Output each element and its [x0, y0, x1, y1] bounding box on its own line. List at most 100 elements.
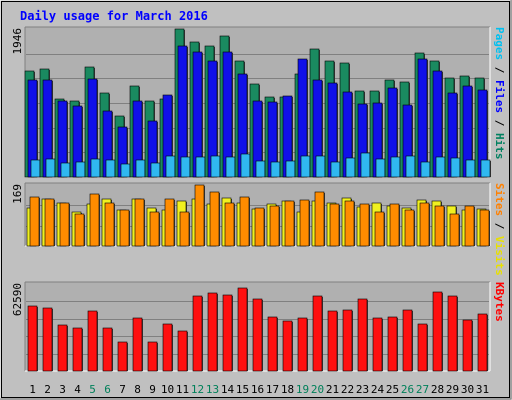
- x-tick-label-day-23: 23: [356, 383, 369, 396]
- panel-kbytes: 62590 KBytes: [11, 281, 506, 372]
- bar-kbytes-day-14: [222, 294, 233, 372]
- bar-sites-day-14: [224, 202, 235, 247]
- chart-title: Daily usage for March 2016: [20, 9, 208, 23]
- bar-kbytes-day-29: [447, 295, 458, 372]
- x-tick-label-day-10: 10: [161, 383, 174, 396]
- x-tick-label-day-14: 14: [221, 383, 235, 396]
- legend-label-part: KBytes: [493, 282, 506, 322]
- bar-kbytes-day-31: [477, 313, 488, 372]
- x-tick-label-day-30: 30: [461, 383, 474, 396]
- x-tick-label-day-20: 20: [311, 383, 324, 396]
- bar-kbytes-day-30: [462, 319, 473, 372]
- bar-sites-day-18: [284, 200, 295, 247]
- bar-sites-day-29: [449, 213, 460, 247]
- bar-pages-day-20: [315, 155, 326, 178]
- legend-label-part: /: [493, 60, 506, 80]
- bar-sites-day-2: [44, 198, 55, 247]
- bar-sites-day-8: [134, 198, 145, 247]
- panel-hits-files-pages: 1946 Pages / Files / Hits: [11, 26, 506, 178]
- x-tick-label-day-4: 4: [74, 383, 81, 396]
- bar-pages-day-11: [180, 156, 191, 178]
- bar-pages-day-22: [345, 157, 356, 178]
- bar-sites-day-13: [209, 191, 220, 247]
- bar-pages-day-28: [435, 156, 446, 178]
- bar-sites-day-7: [119, 209, 130, 247]
- bar-sites-day-20: [314, 191, 325, 247]
- bar-sites-day-10: [164, 198, 175, 247]
- bar-kbytes-day-26: [402, 309, 413, 372]
- bar-sites-day-12: [194, 184, 205, 247]
- bar-kbytes-day-3: [57, 324, 68, 372]
- bar-pages-day-23: [360, 152, 371, 178]
- bar-pages-day-27: [420, 161, 431, 178]
- bar-pages-day-9: [150, 162, 161, 178]
- bar-sites-day-16: [254, 207, 265, 247]
- series-legend-label: Pages / Files / Hits: [493, 27, 506, 160]
- bar-sites-day-23: [359, 203, 370, 247]
- y-axis-max-label: 62590: [11, 283, 24, 316]
- bar-sites-day-28: [434, 205, 445, 247]
- bar-kbytes-day-19: [297, 317, 308, 372]
- x-tick-label-day-26: 26: [401, 383, 414, 396]
- bar-kbytes-day-17: [267, 316, 278, 372]
- y-axis-max-label: 1946: [11, 28, 24, 55]
- bar-kbytes-day-2: [42, 307, 53, 372]
- bar-pages-day-5: [90, 158, 101, 178]
- x-tick-label-day-17: 17: [266, 383, 279, 396]
- bar-pages-day-31: [480, 159, 491, 178]
- series-legend-label: KBytes: [493, 282, 506, 322]
- bar-pages-day-6: [105, 159, 116, 178]
- x-tick-label-day-9: 9: [149, 383, 156, 396]
- chart-panels: 1946 Pages / Files / Hits 169 Sites / Visit…: [11, 26, 506, 372]
- bar-kbytes-day-12: [192, 295, 203, 372]
- bar-kbytes-day-24: [372, 317, 383, 372]
- x-tick-label-day-5: 5: [89, 383, 96, 396]
- bar-pages-day-8: [135, 159, 146, 178]
- legend-label-part: Sites: [493, 183, 506, 216]
- bar-sites-day-21: [329, 203, 340, 247]
- bar-sites-day-5: [89, 193, 100, 247]
- legend-label-part: /: [493, 113, 506, 133]
- x-tick-label-day-19: 19: [296, 383, 309, 396]
- bar-kbytes-day-10: [162, 323, 173, 372]
- x-tick-label-day-18: 18: [281, 383, 294, 396]
- bar-pages-day-18: [285, 160, 296, 178]
- bar-kbytes-day-1: [27, 305, 38, 372]
- bar-sites-day-30: [464, 205, 475, 247]
- bar-sites-day-26: [404, 209, 415, 247]
- bar-sites-day-15: [239, 196, 250, 247]
- bar-kbytes-day-11: [177, 330, 188, 372]
- panel-visits-sites: 169 Sites / Visits: [11, 182, 506, 276]
- bar-kbytes-day-25: [387, 316, 398, 372]
- x-tick-label-day-2: 2: [44, 383, 51, 396]
- x-tick-label-day-28: 28: [431, 383, 444, 396]
- x-tick-label-day-6: 6: [104, 383, 111, 396]
- series-legend-label: Sites / Visits: [493, 183, 506, 276]
- legend-label-part: /: [493, 216, 506, 236]
- bar-kbytes-day-18: [282, 320, 293, 372]
- x-tick-label-day-13: 13: [206, 383, 219, 396]
- bar-files-day-27: [417, 58, 428, 178]
- bar-pages-day-25: [390, 156, 401, 178]
- legend-label-part: Pages: [493, 27, 506, 60]
- x-tick-label-day-27: 27: [416, 383, 429, 396]
- bar-pages-day-12: [195, 156, 206, 178]
- bar-kbytes-day-23: [357, 298, 368, 372]
- bar-pages-day-30: [465, 159, 476, 178]
- x-tick-label-day-24: 24: [371, 383, 385, 396]
- bar-sites-day-4: [74, 213, 85, 247]
- x-tick-label-day-15: 15: [236, 383, 249, 396]
- bar-kbytes-day-15: [237, 287, 248, 372]
- bar-kbytes-day-20: [312, 295, 323, 372]
- bar-kbytes-day-8: [132, 317, 143, 372]
- x-tick-label-day-7: 7: [119, 383, 126, 396]
- bar-sites-day-19: [299, 199, 310, 247]
- x-tick-label-day-21: 21: [326, 383, 339, 396]
- bar-sites-day-9: [149, 211, 160, 247]
- bar-pages-day-29: [450, 157, 461, 178]
- bar-pages-day-7: [120, 163, 131, 178]
- bar-kbytes-day-16: [252, 298, 263, 372]
- bar-pages-day-10: [165, 155, 176, 178]
